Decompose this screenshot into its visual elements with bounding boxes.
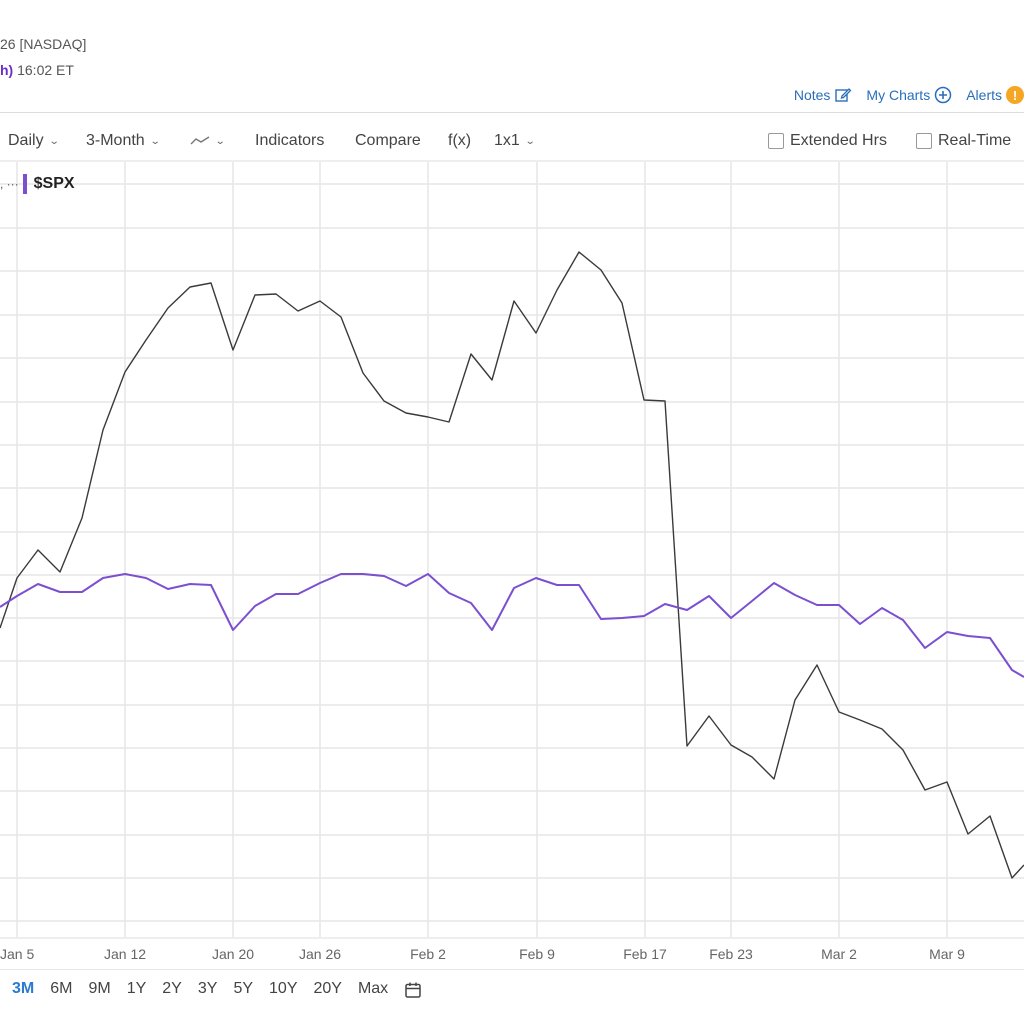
chart-toolbar: Daily ⌄ 3-Month ⌄ ⌄ Indicators Compare f… (0, 126, 1024, 156)
range-3m[interactable]: 3M (12, 980, 35, 997)
x-tick-label: Feb 17 (623, 946, 667, 962)
price-change: h) (0, 62, 14, 78)
layout-dropdown[interactable]: 1x1 ⌄ (494, 132, 536, 150)
chevron-down-icon: ⌄ (149, 135, 161, 147)
chevron-down-icon: ⌄ (524, 135, 536, 147)
x-axis-line (0, 937, 1024, 939)
notes-label: Notes (793, 87, 831, 103)
header-divider (0, 112, 1024, 113)
real-time-toggle[interactable]: Real-Time (916, 132, 1011, 150)
x-tick-label: Jan 12 (103, 946, 147, 962)
real-time-label: Real-Time (938, 132, 1012, 149)
extended-hrs-label: Extended Hrs (790, 132, 887, 149)
header-exchange: 26 [NASDAQ] (0, 36, 87, 52)
range-selector: 3M 6M 9M 1Y 2Y 3Y 5Y 10Y 20Y Max (12, 980, 422, 999)
x-tick-label: Feb 23 (709, 946, 753, 962)
range-20y[interactable]: 20Y (313, 980, 342, 997)
extended-hrs-toggle[interactable]: Extended Hrs (768, 132, 887, 150)
interval-dropdown[interactable]: Daily ⌄ (8, 132, 60, 150)
interval-label: Daily (8, 132, 44, 149)
spx-line (0, 573, 1024, 678)
notes-link[interactable]: Notes (794, 86, 853, 104)
compare-label: Compare (355, 132, 421, 149)
range-9m[interactable]: 9M (88, 980, 111, 997)
chart-legend: , ··· $SPX (0, 174, 75, 194)
range-3y[interactable]: 3Y (197, 980, 218, 997)
chevron-down-icon: ⌄ (214, 135, 226, 147)
fx-button[interactable]: f(x) (448, 132, 471, 150)
edit-icon (835, 88, 852, 102)
period-label: 3-Month (86, 132, 145, 149)
x-axis-labels: Jan 5 Jan 12 Jan 20 Jan 26 Feb 2 Feb 9 Feb 17 F… (0, 946, 1024, 966)
horizontal-gridlines (0, 183, 1024, 922)
price-chart[interactable] (0, 162, 1024, 937)
spx-swatch-icon (22, 174, 27, 194)
x-tick-label: Jan 5 (0, 946, 35, 962)
calendar-icon[interactable] (404, 981, 422, 999)
x-tick-label: Jan 26 (298, 946, 342, 962)
layout-label: 1x1 (494, 132, 520, 149)
legend-spx-label[interactable]: $SPX (33, 175, 75, 192)
chevron-down-icon: ⌄ (48, 135, 60, 147)
indicators-label: Indicators (255, 132, 325, 149)
vertical-gridlines (16, 162, 948, 937)
my-charts-label: My Charts (866, 87, 931, 103)
range-max[interactable]: Max (357, 980, 389, 997)
x-tick-label: Mar 2 (821, 946, 857, 962)
plus-circle-icon (934, 86, 952, 104)
compare-button[interactable]: Compare (355, 132, 421, 150)
x-tick-label: Jan 20 (211, 946, 255, 962)
alerts-link[interactable]: Alerts ! (966, 86, 1024, 104)
line-chart-icon (190, 136, 210, 145)
x-tick-label: Feb 9 (519, 946, 555, 962)
range-6m[interactable]: 6M (50, 980, 73, 997)
last-update-time: 16:02 ET (17, 62, 74, 78)
alert-icon: ! (1006, 86, 1024, 104)
toolbar-divider (0, 160, 1024, 162)
range-2y[interactable]: 2Y (162, 980, 182, 997)
my-charts-link[interactable]: My Charts (866, 86, 952, 104)
indicators-button[interactable]: Indicators (255, 132, 324, 150)
x-tick-label: Mar 9 (929, 946, 965, 962)
top-links: Notes My Charts Alerts ! (794, 86, 1024, 104)
legend-truncated: , ··· (0, 177, 19, 191)
x-tick-label: Feb 2 (410, 946, 446, 962)
chart-type-dropdown[interactable]: ⌄ (190, 135, 226, 147)
period-dropdown[interactable]: 3-Month ⌄ (86, 132, 161, 150)
range-10y[interactable]: 10Y (269, 980, 298, 997)
stock-line (0, 251, 1024, 879)
range-5y[interactable]: 5Y (233, 980, 254, 997)
x-axis-bottom-divider (0, 969, 1024, 970)
range-1y[interactable]: 1Y (126, 980, 147, 997)
header-time-row: h) 16:02 ET (0, 62, 74, 78)
alerts-label: Alerts (966, 87, 1002, 103)
real-time-checkbox[interactable] (916, 133, 932, 149)
chart-series (0, 251, 1024, 879)
extended-hrs-checkbox[interactable] (768, 133, 784, 149)
fx-label: f(x) (448, 132, 472, 149)
